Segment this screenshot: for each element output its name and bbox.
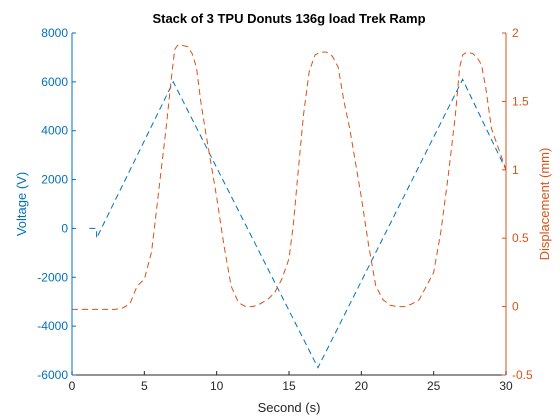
y-axis-right-label: Displacement (mm) (537, 148, 552, 261)
x-tick-label: 0 (69, 379, 76, 393)
y-right-tick-label: 0.5 (512, 231, 529, 245)
y-left-tick-label: 6000 (41, 75, 68, 89)
y-left-tick-label: -6000 (37, 368, 68, 382)
y-right-tick-label: 2 (512, 26, 519, 40)
y-left-tick-label: 0 (61, 221, 68, 235)
x-tick-label: 30 (499, 379, 513, 393)
y-left-tick-label: 2000 (41, 173, 68, 187)
y-right-tick-label: 1 (512, 163, 519, 177)
chart-title: Stack of 3 TPU Donuts 136g load Trek Ram… (152, 11, 425, 26)
y-left-tick-label: -2000 (37, 270, 68, 284)
x-tick-label: 10 (210, 379, 224, 393)
plot-area (72, 33, 506, 375)
y-axis-left-label: Voltage (V) (14, 172, 29, 236)
x-axis-label: Second (s) (258, 400, 321, 415)
y-right-tick-label: 1.5 (512, 94, 529, 108)
x-tick-label: 15 (282, 379, 296, 393)
series-layer (72, 44, 507, 369)
y-right-tick-label: -0.5 (512, 368, 533, 382)
axes-layer: 0 5 10 15 20 25 30-6000-4000-20000200040006000… (37, 26, 533, 393)
x-tick-label: 20 (355, 379, 369, 393)
y-left-tick-label: -4000 (37, 319, 68, 333)
y-left-tick-label: 8000 (41, 26, 68, 40)
y-right-tick-label: 0 (512, 300, 519, 314)
x-tick-label: 5 (141, 379, 148, 393)
x-tick-label: 25 (427, 379, 441, 393)
y-left-tick-label: 4000 (41, 124, 68, 138)
series-line-left-0 (89, 78, 507, 369)
